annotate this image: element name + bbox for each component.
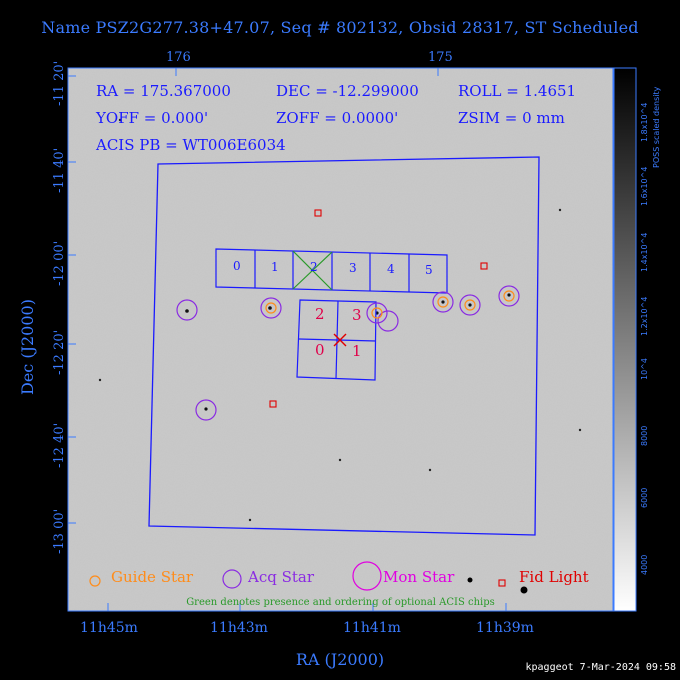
ra-tick-label: 11h43m <box>210 620 268 636</box>
acq-star-legend-icon <box>222 569 242 589</box>
footer-credit: kpaggeot 7-Mar-2024 09:58 <box>525 662 676 673</box>
guide-stars <box>265 290 515 319</box>
colorbar-title: POSS scaled density <box>652 86 661 168</box>
ra-tick-label: 11h39m <box>476 620 534 636</box>
dec-axis-label: Dec (J2000) <box>18 299 37 395</box>
dec-tick-label: -12 00' <box>52 240 67 286</box>
chip-label-s1: 1 <box>271 260 279 274</box>
acq-stars <box>176 285 520 421</box>
info-ra: RA = 175.367000 <box>96 82 231 100</box>
colorbar-tick: 1.8x10^4 <box>640 102 649 142</box>
colorbar-tick: 8000 <box>640 425 649 446</box>
optional-chip-marker <box>292 250 333 291</box>
info-dec: DEC = -12.299000 <box>276 82 419 100</box>
info-zoff: ZOFF = 0.0000' <box>276 109 399 127</box>
ra-axis-label: RA (J2000) <box>295 650 385 669</box>
legend-fid-light: Fid Light <box>519 568 589 586</box>
chip-label-s2: 2 <box>310 260 318 274</box>
dec-tick-label: -11 20' <box>52 60 67 106</box>
info-roll: ROLL = 1.4651 <box>458 82 577 100</box>
colorbar-tick: 1.6x10^4 <box>640 166 649 206</box>
plot-frame <box>67 67 614 612</box>
colorbar-tick: 10^4 <box>640 358 649 380</box>
field-of-view-outline <box>148 156 540 536</box>
chip-label-s4: 4 <box>387 262 395 276</box>
ra-tick-label: 11h45m <box>80 620 138 636</box>
legend-acq-star: Acq Star <box>248 568 315 586</box>
legend-guide-star: Guide Star <box>111 568 194 586</box>
chip-label-s3: 3 <box>349 261 357 275</box>
ra-tick-label: 11h41m <box>343 620 401 636</box>
info-acis-pb: ACIS PB = WT006E6034 <box>96 136 286 154</box>
top-tick-label: 175 <box>428 50 453 65</box>
stars <box>98 118 582 594</box>
chart-title: Name PSZ2G277.38+47.07, Seq # 802132, Ob… <box>41 18 639 37</box>
chip-label-i2: 2 <box>315 305 325 323</box>
chip-label-s5: 5 <box>425 263 433 277</box>
guide-star-legend-icon <box>89 575 101 587</box>
colorbar-tick: 6000 <box>640 487 649 508</box>
legend-mon-star: Mon Star <box>383 568 455 586</box>
dec-tick-label: -12 20' <box>52 329 67 375</box>
colorbar-tick: 1.4x10^4 <box>640 232 649 272</box>
fid-light-legend-icon <box>498 579 506 587</box>
dec-tick-label: -11 40' <box>52 147 67 193</box>
acis-i-array <box>296 299 377 381</box>
top-tick-label: 176 <box>166 50 191 65</box>
info-zsim: ZSIM = 0 mm <box>458 109 565 127</box>
chip-label-i1: 1 <box>352 342 362 360</box>
colorbar <box>613 67 637 612</box>
chip-label-i3: 3 <box>352 306 362 324</box>
chip-label-s0: 0 <box>233 259 241 273</box>
aimpoint-marker <box>333 333 347 347</box>
mon-star-legend-icon <box>352 561 382 591</box>
colorbar-tick: 4000 <box>640 554 649 575</box>
axis-ticks <box>68 68 507 611</box>
dec-tick-label: -13 00' <box>52 508 67 554</box>
fid-lights <box>269 209 488 408</box>
chip-label-i0: 0 <box>315 341 325 359</box>
info-yoff: YOFF = 0.000' <box>96 109 209 127</box>
colorbar-tick: 1.2x10^4 <box>640 296 649 336</box>
dec-tick-label: -12 40' <box>52 422 67 468</box>
legend-optional-chips-note: Green denotes presence and ordering of o… <box>186 597 495 608</box>
